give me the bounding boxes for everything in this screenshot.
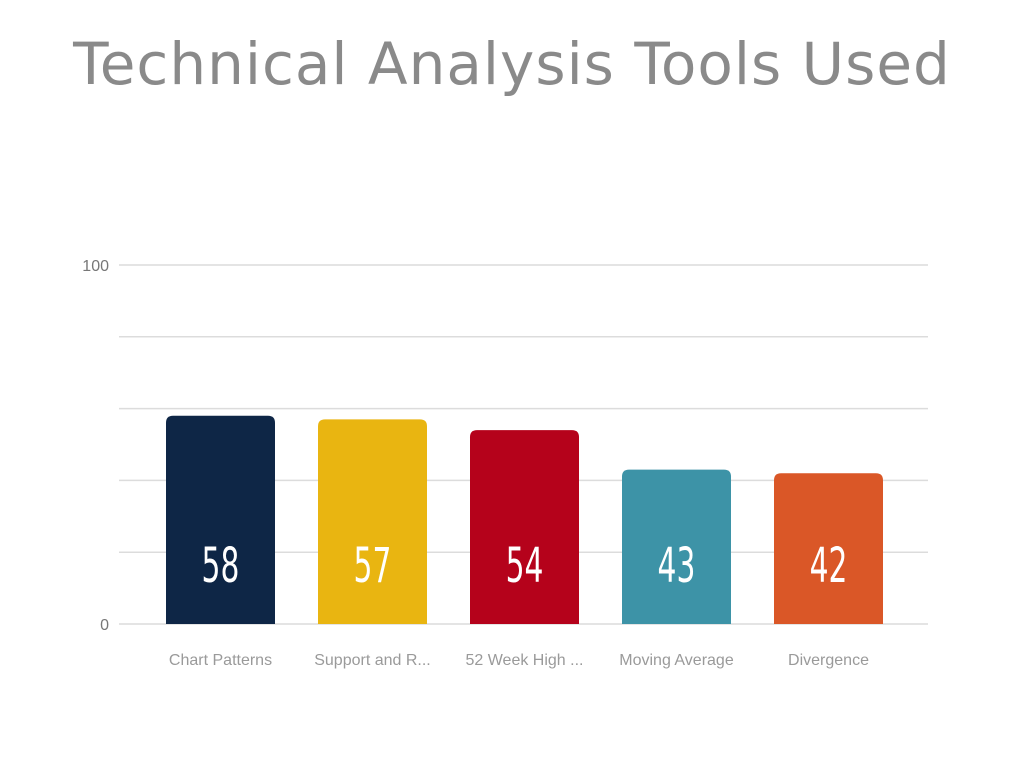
bar [166,415,275,624]
bar [774,473,883,624]
chart-title: Technical Analysis Tools Used [73,30,951,98]
bar-value-label: 58 [202,539,240,594]
category-label: Chart Patterns [169,652,272,669]
category-label: Moving Average [619,652,734,669]
bar-value-label: 42 [810,539,848,594]
bar-value-label: 54 [506,539,544,594]
y-tick-label: 0 [100,617,109,634]
category-label: Divergence [788,652,869,669]
category-label: 52 Week High ... [466,652,584,669]
bar [318,419,427,624]
category-label: Support and R... [314,652,431,669]
bar [470,430,579,624]
bar-value-label: 43 [658,539,696,594]
bar-value-label: 57 [354,539,392,594]
y-tick-label: 100 [82,258,109,275]
bar [622,469,731,624]
